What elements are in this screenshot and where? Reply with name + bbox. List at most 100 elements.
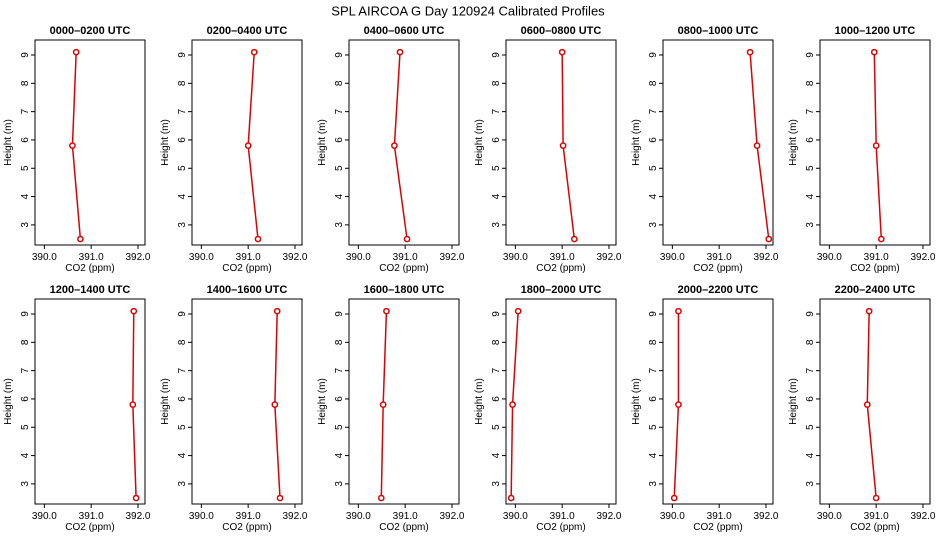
y-tick-label: 6: [20, 396, 31, 402]
plot-frame: [191, 298, 303, 505]
x-tick-label: 391.0: [236, 252, 261, 263]
y-tick-label: 7: [491, 367, 502, 373]
profile-point: [271, 401, 279, 408]
y-axis-label: Height (m): [631, 378, 642, 425]
x-axis-label: CO2 (ppm): [379, 522, 428, 533]
y-tick-label: 7: [334, 367, 345, 373]
x-tick-label: 390.0: [346, 511, 371, 522]
panel: 1200–1400 UTC 390.0 391.0 392.0 3 4 5 6 7 8 9 CO2 (…: [3, 284, 151, 533]
profile-point: [675, 401, 682, 408]
plot-frame: [819, 39, 931, 246]
x-tick-label: 390.0: [503, 511, 528, 522]
panel-title: 0800–1000 UTC: [678, 25, 759, 37]
y-tick-label: 7: [805, 367, 816, 373]
profile-point: [746, 48, 754, 56]
y-tick-label: 8: [648, 80, 659, 86]
x-tick-label: 390.0: [32, 511, 57, 522]
y-tick-label: 8: [334, 80, 345, 86]
y-tick-label: 8: [805, 80, 816, 86]
x-axis-label: CO2 (ppm): [536, 263, 585, 274]
x-tick-label: 390.0: [817, 252, 842, 263]
panel-title: 1800–2000 UTC: [521, 284, 602, 296]
panel: 1600–1800 UTC 390.0 391.0 392.0 3 4 5 6 7 8 9 CO2 (…: [317, 284, 465, 533]
profile-point: [383, 307, 390, 315]
panel: 2000–2200 UTC 390.0 391.0 392.0 3 4 5 6 7 8 9 CO2 (…: [631, 284, 779, 533]
y-tick-label: 7: [334, 108, 345, 114]
x-axis-label: CO2 (ppm): [65, 522, 114, 533]
y-tick-label: 7: [177, 367, 188, 373]
profile-point: [391, 142, 398, 149]
y-tick-label: 5: [334, 165, 345, 171]
x-tick-label: 391.0: [236, 511, 261, 522]
y-tick-label: 3: [805, 222, 816, 228]
profile-point: [77, 235, 84, 243]
y-tick-label: 9: [648, 311, 659, 317]
y-tick-label: 8: [20, 339, 31, 345]
y-tick-label: 5: [334, 424, 345, 430]
y-tick-label: 4: [20, 193, 31, 199]
x-axis-label: CO2 (ppm): [222, 522, 271, 533]
plot-frame: [662, 298, 774, 505]
y-tick-label: 4: [334, 193, 345, 199]
y-tick-label: 3: [20, 222, 31, 228]
x-axis-label: CO2 (ppm): [222, 263, 271, 274]
y-tick-label: 9: [177, 311, 188, 317]
x-tick-label: 391.0: [864, 511, 889, 522]
x-tick-label: 390.0: [660, 252, 685, 263]
x-axis-label: CO2 (ppm): [850, 522, 899, 533]
y-tick-label: 7: [648, 367, 659, 373]
x-tick-label: 391.0: [550, 252, 575, 263]
y-tick-label: 4: [805, 452, 816, 458]
profile-point: [130, 307, 138, 315]
panel: 1400–1600 UTC 390.0 391.0 392.0 3 4 5 6 7 8 9 CO2 (…: [160, 284, 308, 533]
y-axis-label: Height (m): [160, 119, 171, 166]
profile-point: [570, 235, 578, 243]
x-tick-label: 391.0: [393, 252, 418, 263]
panel-title: 2000–2200 UTC: [678, 284, 759, 296]
y-tick-label: 9: [177, 52, 188, 58]
profile-point: [507, 494, 515, 502]
panel-title: 0400–0600 UTC: [364, 25, 445, 37]
profile-point: [558, 48, 566, 56]
x-tick-label: 390.0: [189, 252, 214, 263]
x-tick-label: 390.0: [660, 511, 685, 522]
x-axis-label: CO2 (ppm): [65, 263, 114, 274]
y-tick-label: 7: [20, 367, 31, 373]
y-tick-label: 7: [805, 108, 816, 114]
y-tick-label: 4: [648, 193, 659, 199]
x-tick-label: 392.0: [596, 252, 621, 263]
y-tick-label: 5: [177, 424, 188, 430]
x-tick-label: 392.0: [596, 511, 621, 522]
y-tick-label: 3: [20, 481, 31, 487]
y-tick-label: 6: [648, 137, 659, 143]
page-title: SPL AIRCOA G Day 120924 Calibrated Profi…: [331, 3, 605, 18]
y-axis-label: Height (m): [317, 378, 328, 425]
y-tick-label: 4: [334, 452, 345, 458]
profile-point: [254, 235, 262, 243]
x-tick-label: 392.0: [753, 511, 778, 522]
x-tick-label: 392.0: [439, 511, 464, 522]
panel-title: 1000–1200 UTC: [835, 25, 916, 37]
y-tick-label: 3: [648, 222, 659, 228]
profile-point: [396, 48, 404, 56]
y-tick-label: 3: [177, 222, 188, 228]
profile-point: [872, 142, 880, 149]
y-tick-label: 5: [177, 165, 188, 171]
x-tick-label: 392.0: [282, 511, 307, 522]
y-tick-label: 6: [334, 396, 345, 402]
x-tick-label: 391.0: [79, 511, 104, 522]
y-tick-label: 6: [805, 396, 816, 402]
y-tick-label: 3: [491, 222, 502, 228]
y-axis-label: Height (m): [788, 119, 799, 166]
profile-point: [403, 235, 411, 243]
y-axis-label: Height (m): [474, 378, 485, 425]
panel-title: 0200–0400 UTC: [207, 25, 288, 37]
y-tick-label: 9: [20, 52, 31, 58]
profile-point: [379, 401, 387, 408]
plot-frame: [348, 39, 460, 246]
y-tick-label: 4: [20, 452, 31, 458]
panel: 2200–2400 UTC 390.0 391.0 392.0 3 4 5 6 7 8 9 CO2 (…: [788, 284, 936, 533]
panel: 0600–0800 UTC 390.0 391.0 392.0 3 4 5 6 7 8 9 CO2 (…: [474, 25, 622, 274]
y-tick-label: 4: [648, 452, 659, 458]
x-tick-label: 390.0: [189, 511, 214, 522]
